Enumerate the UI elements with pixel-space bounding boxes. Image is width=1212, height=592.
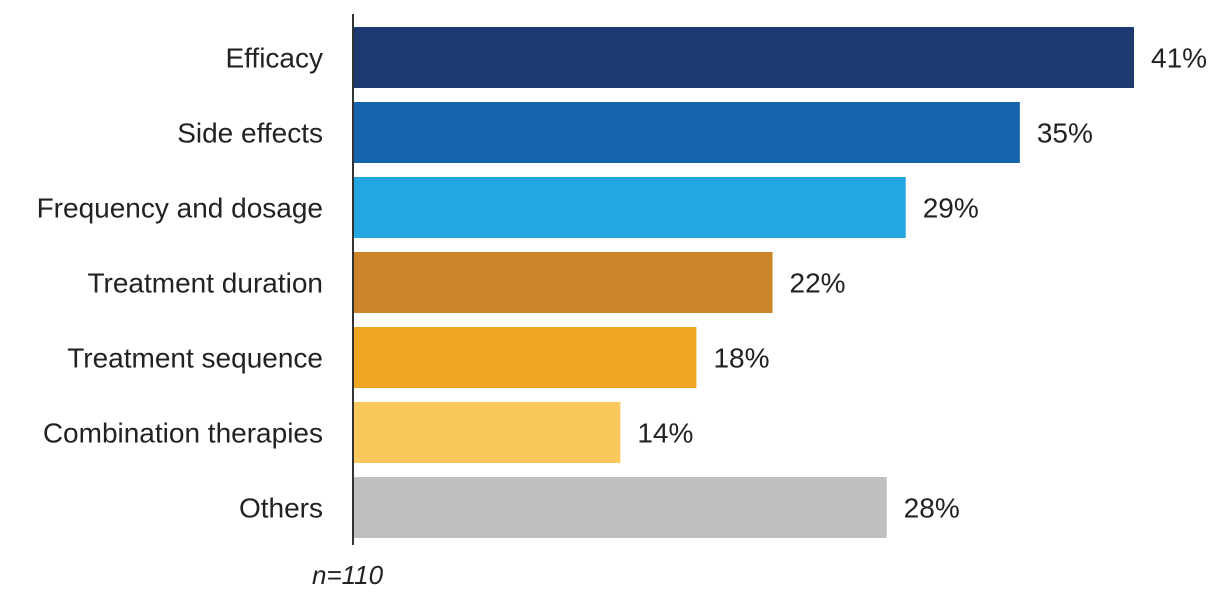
category-label-4: Treatment sequence [67, 343, 323, 374]
value-label-3: 22% [790, 268, 846, 299]
category-label-2: Frequency and dosage [37, 193, 323, 224]
value-label-0: 41% [1151, 43, 1207, 74]
bar-5 [354, 402, 621, 463]
category-label-6: Others [239, 493, 323, 524]
category-label-0: Efficacy [225, 43, 323, 74]
bar-4 [354, 327, 697, 388]
bar-0 [354, 27, 1134, 88]
labels-layer: Efficacy 41% Side effects 35% Frequency and … [37, 43, 1207, 524]
bar-2 [354, 177, 906, 238]
bar-3 [354, 252, 773, 313]
value-label-2: 29% [923, 193, 979, 224]
value-label-4: 18% [713, 343, 769, 374]
bar-6 [354, 477, 887, 538]
sample-size-note: n=110 [312, 560, 384, 590]
value-label-1: 35% [1037, 118, 1093, 149]
bars-layer [354, 27, 1134, 538]
bar-1 [354, 102, 1020, 163]
category-label-5: Combination therapies [43, 418, 323, 449]
value-label-5: 14% [637, 418, 693, 449]
value-label-6: 28% [904, 493, 960, 524]
category-label-3: Treatment duration [87, 268, 323, 299]
category-label-1: Side effects [177, 118, 323, 149]
